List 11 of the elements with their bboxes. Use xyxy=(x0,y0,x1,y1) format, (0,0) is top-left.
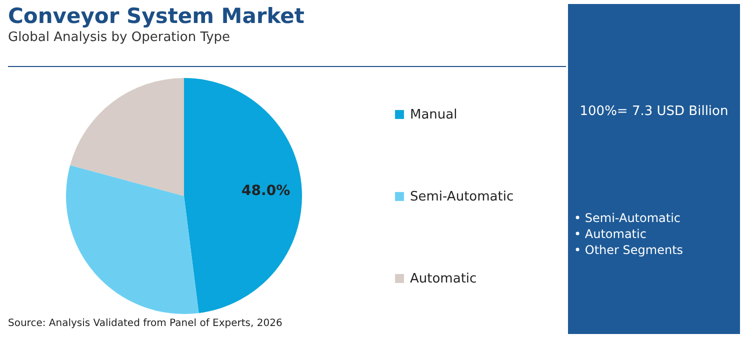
legend-label: Manual xyxy=(410,108,458,122)
pie-slice xyxy=(70,78,184,196)
pie-slice xyxy=(184,78,302,314)
legend-label: Semi-Automatic xyxy=(410,190,514,204)
source-note: Source: Analysis Validated from Panel of Experts, 2026 xyxy=(8,318,282,329)
pie-slice xyxy=(66,165,199,314)
chart-title: Conveyor System Market xyxy=(8,4,304,28)
chart-subtitle: Global Analysis by Operation Type xyxy=(8,30,230,45)
data-label: 48.0% xyxy=(242,182,290,199)
legend-label: Automatic xyxy=(410,272,477,286)
info-panel: 100%= 7.3 USD Billion • Semi-Automatic • Automatic • Other Segments xyxy=(568,4,740,334)
